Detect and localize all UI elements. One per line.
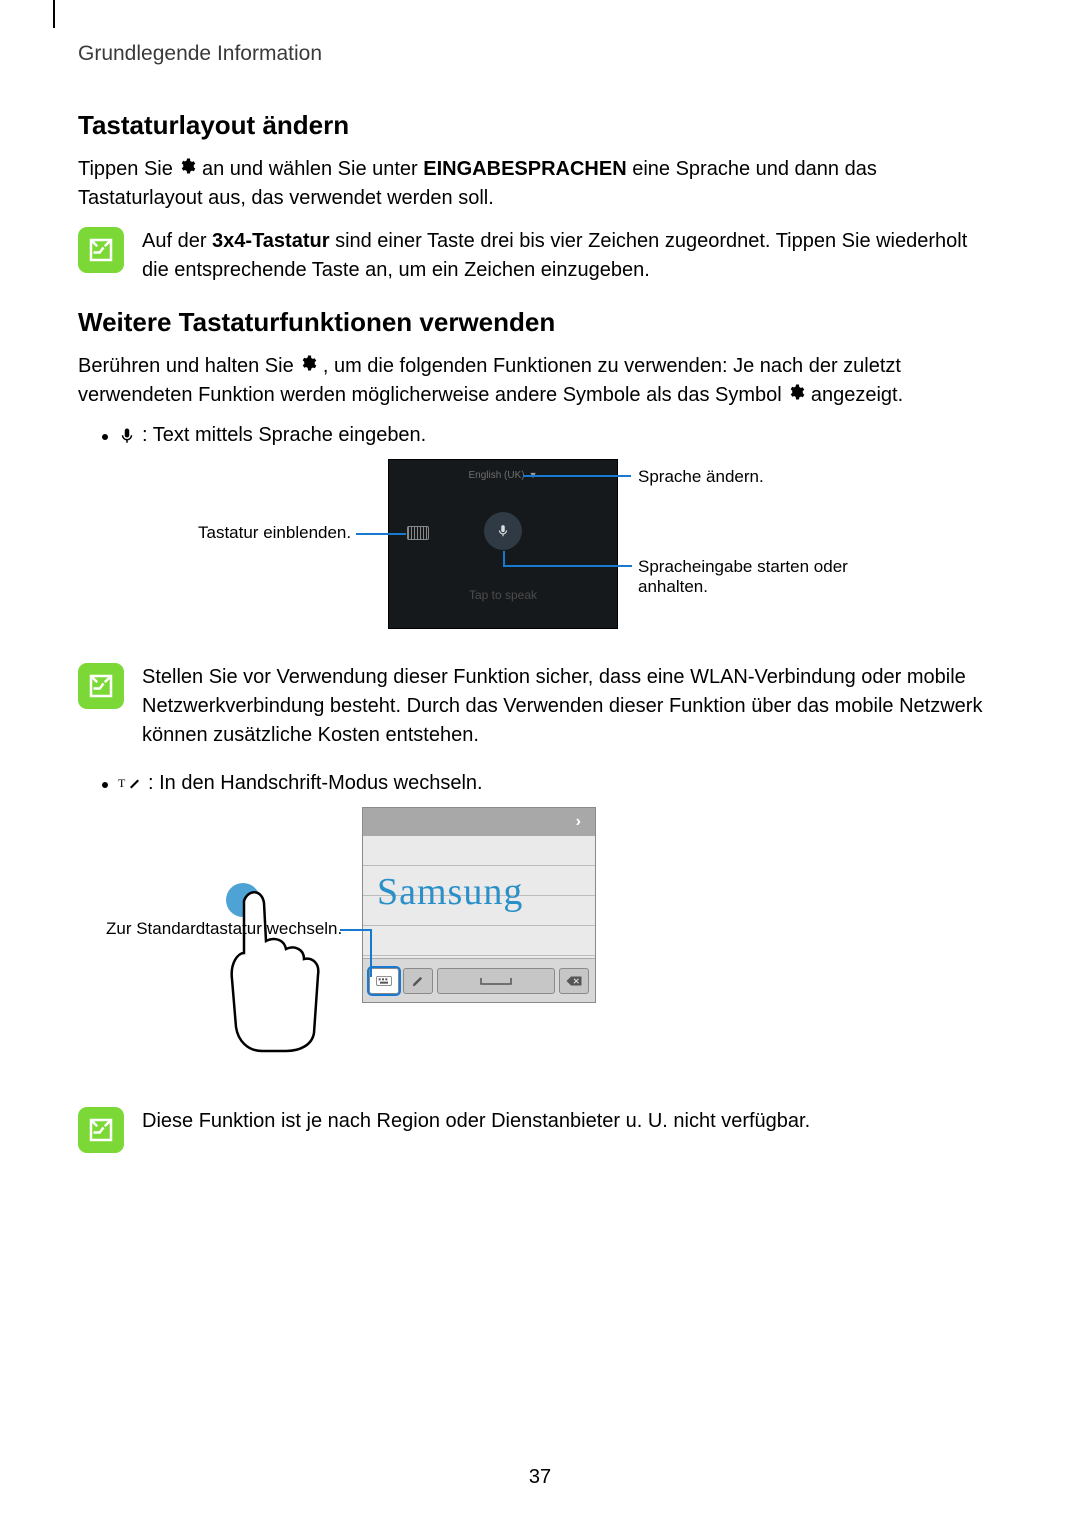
tap-to-speak-label: Tap to speak — [469, 588, 537, 602]
note-3x4-keyboard: Auf der 3x4-Tastatur sind einer Taste dr… — [78, 227, 998, 285]
lead-line — [356, 533, 406, 535]
text-bold: EINGABESPRACHEN — [423, 158, 626, 180]
backspace-key — [559, 968, 589, 994]
keyboard-switch-key — [369, 968, 399, 994]
text-fragment: an und wählen Sie unter — [202, 158, 423, 180]
note-wlan-required: Stellen Sie vor Verwendung dieser Funkti… — [78, 663, 998, 750]
running-head: Grundlegende Information — [78, 42, 322, 66]
note-text: Stellen Sie vor Verwendung dieser Funkti… — [142, 663, 998, 750]
bullet-handwriting: T : In den Handschrift-Modus wechseln. — [102, 772, 998, 795]
bullet-text: : In den Handschrift-Modus wechseln. — [148, 772, 483, 795]
microphone-button — [484, 512, 522, 550]
lead-line — [523, 475, 631, 477]
callout-keyboard-show: Tastatur einblenden. — [198, 523, 351, 543]
para-more-keyboard: Berühren und halten Sie , um die folgend… — [78, 352, 998, 410]
bullet-body: T : In den Handschrift-Modus wechseln. — [118, 772, 483, 795]
text-fragment: angezeigt. — [811, 384, 903, 406]
heading-keyboard-layout: Tastaturlayout ändern — [78, 110, 998, 141]
handwriting-area: Samsung — [363, 836, 595, 958]
handwriting-panel: › Samsung — [362, 807, 596, 1003]
space-key — [437, 968, 555, 994]
callout-standard-keyboard: Zur Standardtastatur wechseln. — [106, 919, 342, 939]
note-text: Auf der 3x4-Tastatur sind einer Taste dr… — [142, 227, 998, 285]
voice-input-panel: English (UK)▼ Tap to speak — [388, 459, 618, 629]
note-icon — [78, 663, 124, 709]
note-region-availability: Diese Funktion ist je nach Region oder D… — [78, 1107, 998, 1153]
keyboard-toggle-icon — [407, 526, 429, 540]
bullet-dot-icon — [102, 782, 108, 788]
text-fragment: Tippen Sie — [78, 158, 178, 180]
lang-text: English (UK) — [468, 470, 524, 481]
microphone-icon — [118, 426, 136, 446]
pen-key — [403, 968, 433, 994]
page-content: Tastaturlayout ändern Tippen Sie an und … — [78, 110, 998, 1175]
chevron-right-icon: › — [576, 813, 581, 831]
callout-start-stop-voice: Spracheingabe starten oder anhalten. — [638, 557, 858, 597]
heading-more-keyboard: Weitere Tastaturfunktionen verwenden — [78, 307, 998, 338]
note-icon — [78, 1107, 124, 1153]
note-icon — [78, 227, 124, 273]
bullet-text: : Text mittels Sprache eingeben. — [142, 424, 426, 447]
handwriting-sample: Samsung — [377, 870, 523, 914]
note-text: Diese Funktion ist je nach Region oder D… — [142, 1107, 998, 1136]
hand-pointer-illustration — [218, 883, 328, 1053]
text-fragment: Berühren und halten Sie — [78, 355, 299, 377]
text-fragment: Auf der — [142, 230, 212, 252]
handwriting-topbar: › — [363, 808, 595, 836]
svg-text:T: T — [118, 776, 126, 790]
lead-line — [504, 565, 632, 567]
lead-line — [503, 551, 505, 567]
lead-line — [340, 929, 370, 931]
figure-voice-input: English (UK)▼ Tap to speak Tastatur einb… — [78, 459, 998, 639]
text-bold: 3x4-Tastatur — [212, 230, 329, 252]
bullet-dot-icon — [102, 434, 108, 440]
bullet-body: : Text mittels Sprache eingeben. — [118, 424, 426, 447]
gear-icon — [178, 157, 196, 175]
gear-icon — [787, 383, 805, 401]
para-keyboard-layout: Tippen Sie an und wählen Sie unter EINGA… — [78, 155, 998, 213]
handwriting-bottom-row — [363, 958, 595, 1002]
bullet-voice-input: : Text mittels Sprache eingeben. — [102, 424, 998, 447]
page-number: 37 — [529, 1466, 551, 1489]
figure-handwriting: › Samsung — [78, 807, 998, 1067]
gear-icon — [299, 354, 317, 372]
callout-change-language: Sprache ändern. — [638, 467, 764, 487]
header-rule — [53, 0, 55, 28]
handwriting-mode-icon: T — [118, 775, 142, 793]
lead-line — [370, 929, 372, 977]
